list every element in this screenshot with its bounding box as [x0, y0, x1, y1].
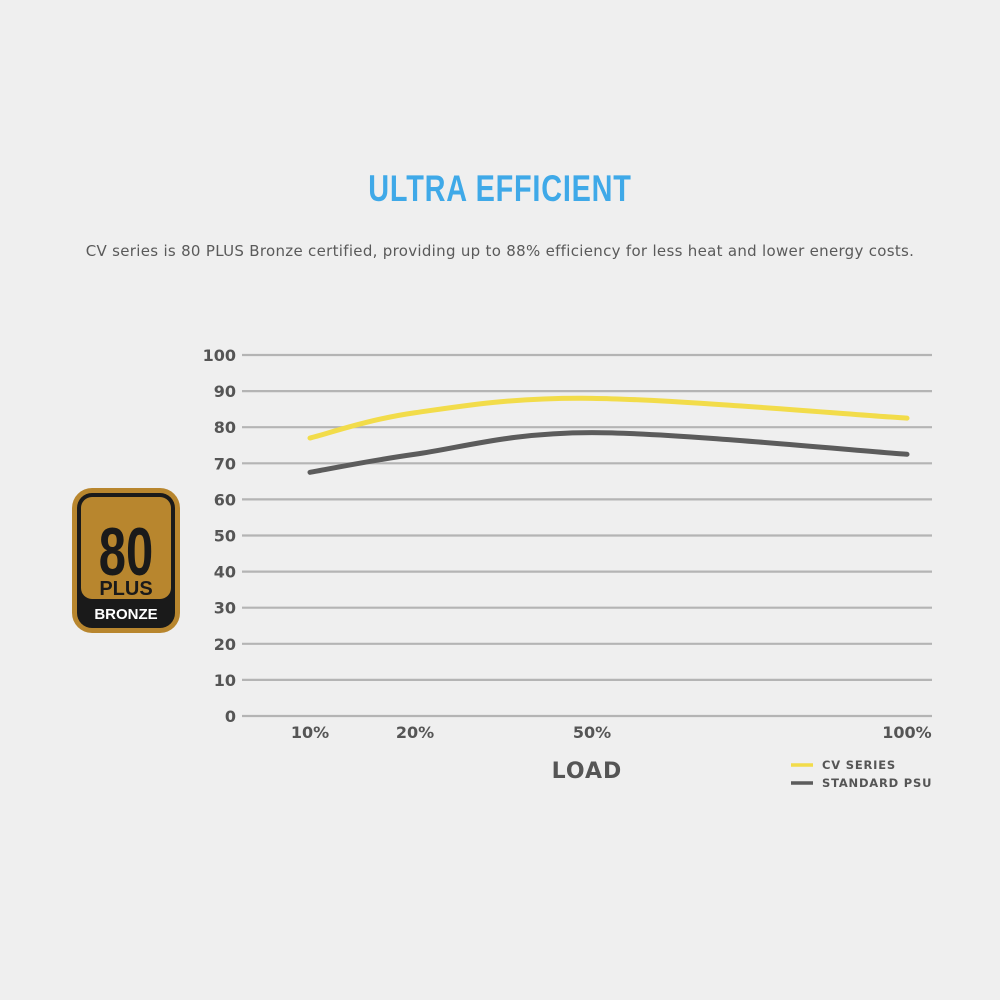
- badge-plus: PLUS: [99, 578, 152, 600]
- x-tick-label-3: 50%: [573, 723, 611, 742]
- legend-label-1: CV SERIES: [822, 758, 896, 772]
- x-tick-label-4: 100%: [882, 723, 931, 742]
- y-tick-label-50: 50: [214, 527, 236, 546]
- y-tick-label-80: 80: [214, 418, 236, 437]
- y-tick-label-40: 40: [214, 563, 236, 582]
- headline: ULTRA EFFICIENT: [368, 168, 632, 209]
- series-lines: [307, 395, 910, 475]
- y-tick-label-0: 0: [225, 707, 236, 726]
- badge-gold-panel: [81, 497, 171, 599]
- y-tick-label-90: 90: [214, 382, 236, 401]
- x-tick-label-1: 10%: [291, 723, 329, 742]
- y-tick-label-10: 10: [214, 671, 236, 690]
- x-axis-title: LOAD: [552, 759, 623, 784]
- badge-tier: BRONZE: [94, 606, 157, 623]
- badge-number: 80: [99, 513, 153, 590]
- legend-label-2: STANDARD PSU: [822, 776, 932, 790]
- y-axis-ticks: 0 10 20 30 40 50 60 70 80 90 100: [203, 346, 236, 726]
- series-line-2: [307, 430, 910, 475]
- 80-plus-bronze-badge: 80 PLUS BRONZE: [72, 488, 180, 633]
- y-tick-label-20: 20: [214, 635, 236, 654]
- x-tick-label-2: 20%: [396, 723, 434, 742]
- y-tick-label-30: 30: [214, 599, 236, 618]
- y-tick-label-70: 70: [214, 454, 236, 473]
- y-tick-label-100: 100: [203, 346, 236, 365]
- series-line-1: [307, 395, 910, 441]
- y-tick-label-60: 60: [214, 490, 236, 509]
- x-axis-ticks: 10% 20% 50% 100%: [291, 723, 932, 742]
- gridlines: [242, 353, 932, 718]
- legend: CV SERIES STANDARD PSU: [791, 758, 932, 790]
- subtitle: CV series is 80 PLUS Bronze certified, p…: [85, 242, 915, 260]
